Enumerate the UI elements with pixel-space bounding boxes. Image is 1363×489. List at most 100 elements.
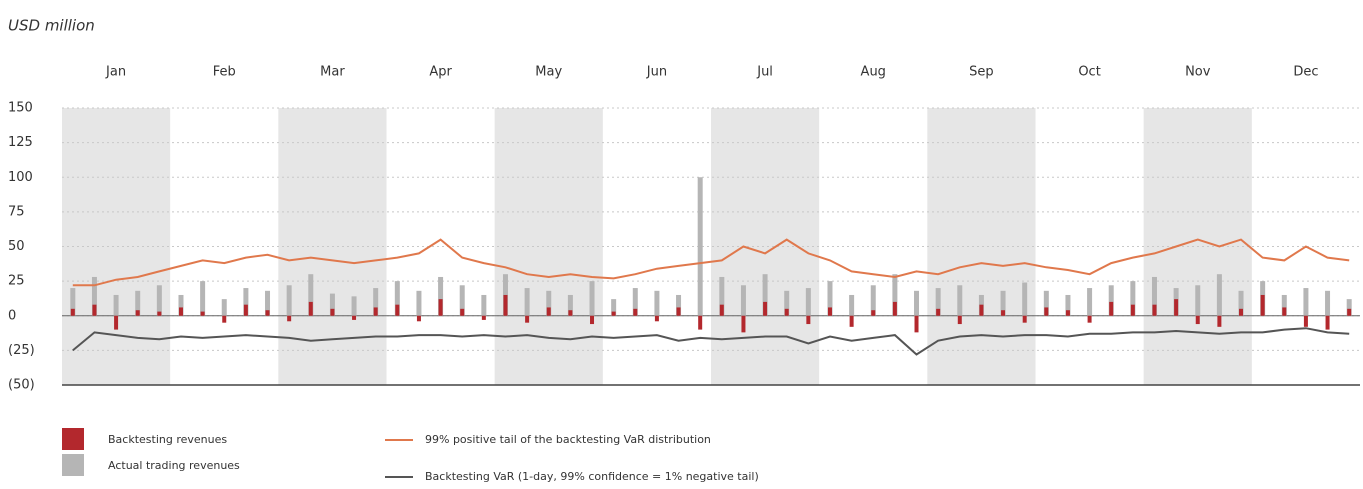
y-tick-label: 0 [8, 308, 16, 323]
bar [806, 315, 811, 325]
bar [308, 301, 313, 316]
bar [1087, 315, 1092, 323]
bar [92, 304, 97, 316]
bar [416, 315, 421, 322]
bar [1347, 308, 1352, 316]
bar [70, 288, 76, 316]
x-tick-label: Jan [105, 65, 126, 80]
bar [849, 294, 855, 316]
bar [1239, 308, 1244, 316]
x-tick-label: Aug [861, 65, 886, 80]
legend-label: Actual trading revenues [108, 459, 240, 472]
bar [503, 294, 508, 316]
bar [784, 290, 790, 316]
x-tick-label: Apr [429, 65, 452, 80]
legend-swatch [62, 428, 84, 450]
y-tick-label: (50) [8, 378, 35, 393]
x-tick-label: Mar [320, 65, 345, 80]
bar [459, 285, 465, 316]
bar [481, 315, 486, 320]
bar [719, 304, 724, 316]
bar [654, 290, 660, 316]
bar [1130, 304, 1135, 316]
bar [697, 177, 703, 316]
bar [698, 315, 703, 330]
bar [200, 311, 205, 316]
legend-label: Backtesting revenues [108, 433, 227, 446]
bar [265, 290, 271, 316]
bar [1152, 304, 1157, 316]
bar [849, 315, 854, 327]
bar [1087, 288, 1093, 316]
bar [1216, 274, 1222, 316]
bar [373, 288, 379, 316]
bar [394, 281, 400, 316]
bar [957, 285, 963, 316]
bar [114, 315, 119, 330]
bar [351, 296, 357, 316]
y-tick-label: 25 [8, 274, 25, 289]
bar [1000, 290, 1006, 316]
bar [1260, 294, 1265, 316]
line [72, 327, 1350, 356]
bar [200, 281, 206, 316]
line [72, 238, 1350, 287]
y-tick-label: 150 [8, 101, 33, 116]
bar [1109, 301, 1114, 316]
bar [611, 311, 616, 316]
bar [914, 290, 920, 316]
bar [892, 274, 898, 316]
bar [1325, 290, 1331, 316]
bar [827, 281, 833, 316]
bar [676, 294, 682, 316]
x-tick-label: May [535, 65, 562, 80]
y-tick-label: 125 [8, 135, 33, 150]
bar [1195, 285, 1201, 316]
y-tick-label: 50 [8, 239, 25, 254]
bar [827, 307, 832, 316]
bar [590, 315, 595, 325]
bar [157, 311, 162, 316]
bar [221, 299, 227, 316]
legend-label: Backtesting VaR (1-day, 99% confidence =… [425, 470, 759, 483]
bar [719, 276, 725, 316]
bar [287, 315, 292, 322]
bar [243, 304, 248, 316]
bar [1001, 310, 1006, 316]
x-tick-label: Jun [646, 65, 667, 80]
bar [178, 307, 183, 316]
bar [914, 315, 919, 333]
bar [957, 315, 962, 325]
x-tick-label: Sep [969, 65, 994, 80]
x-tick-label: Jul [756, 65, 773, 80]
bar [654, 315, 659, 322]
x-tick-label: Nov [1185, 65, 1211, 80]
bar [438, 276, 444, 316]
bar [1022, 282, 1028, 316]
bar [763, 301, 768, 316]
bar [416, 290, 422, 316]
bar [870, 285, 876, 316]
bar [935, 288, 941, 316]
bar [135, 290, 141, 316]
y-tick-label: 100 [8, 170, 33, 185]
bar [1282, 307, 1287, 316]
bar [741, 315, 746, 333]
bar [633, 308, 638, 316]
bar [460, 308, 465, 316]
bar [70, 308, 75, 316]
bar [805, 288, 811, 316]
bar [632, 288, 638, 316]
bar [329, 293, 335, 316]
legend-swatch [62, 454, 84, 476]
bar [373, 307, 378, 316]
bar [481, 294, 487, 316]
bar [524, 288, 530, 316]
bar [589, 281, 595, 316]
bar [265, 310, 270, 316]
bar [308, 274, 314, 316]
bar [784, 308, 789, 316]
bar [1281, 294, 1287, 316]
bar [979, 304, 984, 316]
